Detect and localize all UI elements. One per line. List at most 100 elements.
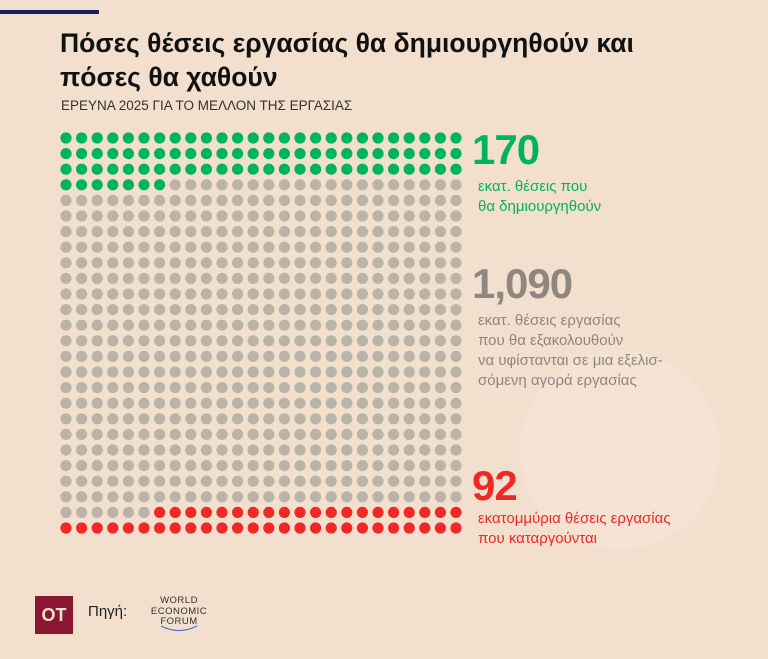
dot-remaining: [434, 413, 446, 425]
dot-created: [403, 132, 415, 144]
dot-remaining: [294, 397, 306, 409]
created-value: 170: [472, 126, 540, 173]
dot-created: [60, 163, 72, 175]
dot-lost: [247, 522, 259, 534]
dot-lost: [310, 506, 322, 518]
dot-remaining: [247, 319, 259, 331]
dot-lost: [450, 522, 462, 534]
dot-remaining: [185, 397, 197, 409]
dot-lost: [247, 506, 259, 518]
dot-remaining: [169, 335, 181, 347]
dot-remaining: [200, 428, 212, 440]
dot-remaining: [76, 288, 88, 300]
created-desc-line: θα δημιουργηθούν: [478, 198, 602, 215]
dot-remaining: [278, 444, 290, 456]
dot-remaining: [76, 413, 88, 425]
dot-remaining: [372, 382, 384, 394]
dot-remaining: [216, 397, 228, 409]
dot-remaining: [325, 288, 337, 300]
dot-remaining: [247, 226, 259, 238]
dot-remaining: [341, 272, 353, 284]
chart-subtitle: ΕΡΕΥΝΑ 2025 ΓΙΑ ΤΟ ΜΕΛΛΟΝ ΤΗΣ ΕΡΓΑΣΙΑΣ: [61, 98, 353, 113]
dot-remaining: [185, 272, 197, 284]
dot-remaining: [216, 226, 228, 238]
dot-remaining: [434, 288, 446, 300]
dot-remaining: [138, 257, 150, 269]
dot-remaining: [154, 226, 166, 238]
dot-remaining: [294, 335, 306, 347]
dot-remaining: [122, 272, 134, 284]
dot-remaining: [325, 179, 337, 191]
dot-created: [263, 148, 275, 160]
dot-remaining: [200, 226, 212, 238]
dot-remaining: [185, 319, 197, 331]
dot-remaining: [185, 288, 197, 300]
dot-remaining: [232, 413, 244, 425]
dot-remaining: [76, 350, 88, 362]
dot-remaining: [107, 506, 119, 518]
dot-remaining: [200, 241, 212, 253]
dot-remaining: [91, 350, 103, 362]
dot-created: [169, 163, 181, 175]
dot-remaining: [356, 304, 368, 316]
dot-remaining: [107, 226, 119, 238]
dot-remaining: [419, 350, 431, 362]
dot-remaining: [450, 428, 462, 440]
dot-remaining: [216, 304, 228, 316]
dot-lost: [419, 522, 431, 534]
dot-remaining: [294, 444, 306, 456]
dot-created: [325, 148, 337, 160]
dot-remaining: [232, 179, 244, 191]
dot-lost: [294, 506, 306, 518]
dot-remaining: [434, 335, 446, 347]
dot-remaining: [434, 257, 446, 269]
dot-remaining: [91, 460, 103, 472]
dot-remaining: [232, 460, 244, 472]
dot-remaining: [154, 319, 166, 331]
dot-lost: [403, 522, 415, 534]
dot-remaining: [356, 460, 368, 472]
dot-remaining: [325, 397, 337, 409]
dot-remaining: [419, 272, 431, 284]
dot-remaining: [107, 444, 119, 456]
dot-remaining: [310, 350, 322, 362]
dot-remaining: [310, 257, 322, 269]
dot-remaining: [185, 350, 197, 362]
dot-remaining: [310, 491, 322, 503]
dot-remaining: [107, 475, 119, 487]
dot-remaining: [107, 491, 119, 503]
dot-remaining: [434, 194, 446, 206]
dot-created: [185, 163, 197, 175]
dot-remaining: [232, 194, 244, 206]
dot-remaining: [200, 335, 212, 347]
dot-remaining: [294, 366, 306, 378]
dot-created: [310, 163, 322, 175]
dot-remaining: [325, 413, 337, 425]
dot-created: [419, 148, 431, 160]
dot-remaining: [294, 226, 306, 238]
dot-remaining: [434, 428, 446, 440]
dot-remaining: [169, 226, 181, 238]
dot-remaining: [388, 475, 400, 487]
dot-remaining: [341, 475, 353, 487]
dot-remaining: [154, 428, 166, 440]
lost-value: 92: [472, 462, 518, 509]
dot-remaining: [76, 257, 88, 269]
dot-remaining: [107, 460, 119, 472]
dot-remaining: [278, 319, 290, 331]
dot-remaining: [278, 397, 290, 409]
dot-remaining: [91, 288, 103, 300]
dot-created: [216, 163, 228, 175]
dot-remaining: [278, 460, 290, 472]
remaining-desc-line: να υφίστανται σε μια εξελισ-: [478, 352, 663, 369]
dot-remaining: [60, 272, 72, 284]
dot-remaining: [216, 382, 228, 394]
dot-created: [200, 132, 212, 144]
dot-remaining: [185, 194, 197, 206]
dot-remaining: [372, 335, 384, 347]
dot-remaining: [403, 226, 415, 238]
dot-created: [372, 148, 384, 160]
dot-remaining: [419, 226, 431, 238]
dot-remaining: [247, 179, 259, 191]
dot-remaining: [154, 241, 166, 253]
